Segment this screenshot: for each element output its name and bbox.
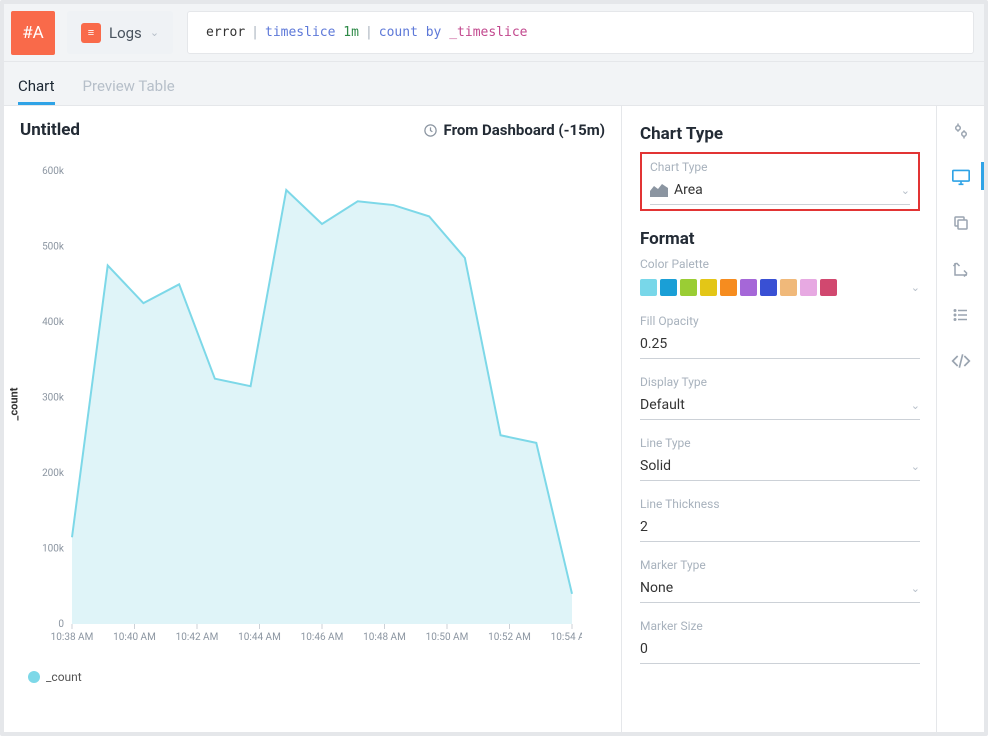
chart-type-field-highlighted: Chart Type Area ⌄ bbox=[640, 152, 920, 211]
svg-text:10:38 AM: 10:38 AM bbox=[51, 632, 94, 643]
svg-text:200k: 200k bbox=[42, 468, 65, 479]
svg-text:10:54 AM: 10:54 AM bbox=[551, 632, 582, 643]
palette-swatch[interactable] bbox=[680, 279, 697, 296]
chevron-down-icon: ⌄ bbox=[911, 582, 920, 595]
marker-size-label: Marker Size bbox=[640, 619, 920, 633]
rail-active-indicator bbox=[981, 162, 984, 190]
tab-preview-table[interactable]: Preview Table bbox=[83, 77, 175, 105]
fill-opacity-input[interactable]: 0.25 bbox=[640, 332, 920, 359]
display-icon[interactable] bbox=[950, 166, 972, 188]
line-type-label: Line Type bbox=[640, 436, 920, 450]
query-input[interactable]: error | timeslice 1m | count by _timesli… bbox=[187, 11, 974, 54]
legend-swatch bbox=[28, 671, 40, 683]
query-identifier: _timeslice bbox=[449, 25, 527, 40]
svg-text:10:40 AM: 10:40 AM bbox=[113, 632, 156, 643]
palette-label: Color Palette bbox=[640, 257, 920, 271]
svg-text:600k: 600k bbox=[42, 166, 65, 177]
clock-icon bbox=[423, 123, 438, 138]
palette-swatch[interactable] bbox=[660, 279, 677, 296]
source-label: Logs bbox=[109, 24, 142, 42]
legend-label: _count bbox=[46, 670, 82, 684]
chart-type-select[interactable]: Area ⌄ bbox=[650, 178, 910, 205]
svg-text:10:44 AM: 10:44 AM bbox=[238, 632, 281, 643]
svg-text:10:42 AM: 10:42 AM bbox=[176, 632, 219, 643]
copy-icon[interactable] bbox=[950, 212, 972, 234]
time-range[interactable]: From Dashboard (-15m) bbox=[423, 121, 605, 139]
source-selector[interactable]: ≡ Logs ⌄ bbox=[67, 11, 173, 54]
marker-size-value: 0 bbox=[640, 641, 648, 657]
svg-text:300k: 300k bbox=[42, 393, 65, 404]
display-type-value: Default bbox=[640, 397, 685, 413]
svg-text:10:52 AM: 10:52 AM bbox=[488, 632, 531, 643]
pipe-separator: | bbox=[251, 25, 259, 40]
format-heading: Format bbox=[640, 229, 920, 249]
marker-type-select[interactable]: None ⌄ bbox=[640, 576, 920, 603]
palette-swatch[interactable] bbox=[780, 279, 797, 296]
series-badge: #A bbox=[11, 11, 55, 55]
svg-text:10:46 AM: 10:46 AM bbox=[301, 632, 344, 643]
palette-swatch[interactable] bbox=[820, 279, 837, 296]
line-type-select[interactable]: Solid ⌄ bbox=[640, 454, 920, 481]
chevron-down-icon: ⌄ bbox=[911, 399, 920, 412]
palette-swatch[interactable] bbox=[740, 279, 757, 296]
chevron-down-icon: ⌄ bbox=[150, 26, 159, 39]
line-thickness-label: Line Thickness bbox=[640, 497, 920, 511]
svg-text:0: 0 bbox=[58, 619, 64, 630]
settings-icon[interactable] bbox=[950, 120, 972, 142]
chart-type-heading: Chart Type bbox=[640, 124, 920, 144]
logs-icon: ≡ bbox=[81, 23, 101, 43]
chart-type-value: Area bbox=[674, 182, 703, 198]
svg-text:10:48 AM: 10:48 AM bbox=[363, 632, 406, 643]
fill-opacity-label: Fill Opacity bbox=[640, 314, 920, 328]
y-axis-label: _count bbox=[8, 388, 21, 421]
chevron-down-icon: ⌄ bbox=[911, 460, 920, 473]
svg-text:10:50 AM: 10:50 AM bbox=[426, 632, 469, 643]
chart-type-label: Chart Type bbox=[650, 160, 910, 174]
area-chart-icon bbox=[650, 183, 668, 197]
code-icon[interactable] bbox=[950, 350, 972, 372]
line-thickness-input[interactable]: 2 bbox=[640, 515, 920, 542]
palette-select[interactable]: ⌄ bbox=[640, 275, 920, 298]
query-arg: 1m bbox=[343, 25, 359, 40]
display-type-select[interactable]: Default ⌄ bbox=[640, 393, 920, 420]
palette-swatch[interactable] bbox=[800, 279, 817, 296]
chart-legend: _count bbox=[28, 670, 611, 684]
area-chart: 0 100k 200k 300k 400k 500k 600k 10:38 AM 10:40 A… bbox=[22, 144, 582, 664]
query-term: error bbox=[206, 25, 245, 40]
palette-swatch[interactable] bbox=[640, 279, 657, 296]
fill-opacity-value: 0.25 bbox=[640, 336, 667, 352]
line-type-value: Solid bbox=[640, 458, 671, 474]
chart-title[interactable]: Untitled bbox=[20, 120, 80, 140]
list-icon[interactable] bbox=[950, 304, 972, 326]
marker-type-value: None bbox=[640, 580, 673, 596]
svg-text:100k: 100k bbox=[42, 544, 65, 555]
svg-text:400k: 400k bbox=[42, 317, 65, 328]
palette-swatch[interactable] bbox=[720, 279, 737, 296]
query-keyword: count by bbox=[379, 25, 442, 40]
query-keyword: timeslice bbox=[265, 25, 335, 40]
svg-text:500k: 500k bbox=[42, 242, 65, 253]
axes-icon[interactable] bbox=[950, 258, 972, 280]
line-thickness-value: 2 bbox=[640, 519, 648, 535]
palette-swatch[interactable] bbox=[700, 279, 717, 296]
time-range-label: From Dashboard (-15m) bbox=[444, 121, 605, 139]
chevron-down-icon: ⌄ bbox=[911, 281, 920, 294]
pipe-separator: | bbox=[365, 25, 373, 40]
tab-chart[interactable]: Chart bbox=[18, 77, 55, 105]
display-type-label: Display Type bbox=[640, 375, 920, 389]
chevron-down-icon: ⌄ bbox=[901, 184, 910, 197]
marker-size-input[interactable]: 0 bbox=[640, 637, 920, 664]
palette-swatch[interactable] bbox=[760, 279, 777, 296]
marker-type-label: Marker Type bbox=[640, 558, 920, 572]
